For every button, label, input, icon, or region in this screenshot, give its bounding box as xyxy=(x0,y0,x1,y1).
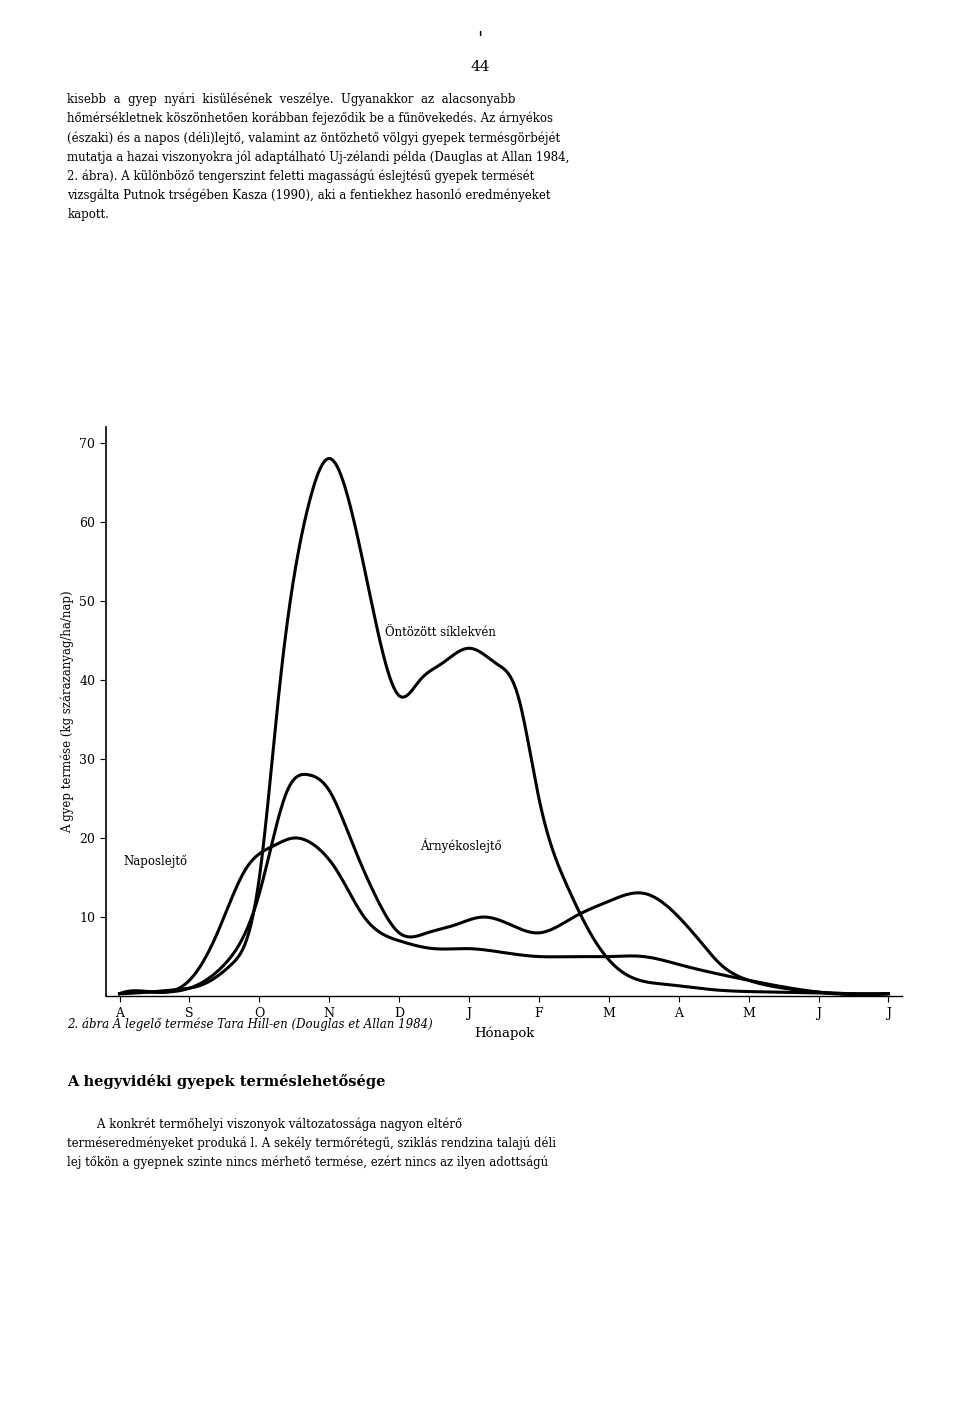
Y-axis label: A gyep termése (kg szárazanyag/ha/nap): A gyep termése (kg szárazanyag/ha/nap) xyxy=(60,591,74,832)
Text: Öntözött síklekvén: Öntözött síklekvén xyxy=(385,626,496,639)
Text: A konkrét termőhelyi viszonyok változatossága nagyon eltérő
terméseredményeket p: A konkrét termőhelyi viszonyok változato… xyxy=(67,1117,556,1170)
Text: A hegyvidéki gyepek terméslehetősége: A hegyvidéki gyepek terméslehetősége xyxy=(67,1074,386,1090)
Text: 2. ábra A legelő termése Tara Hill-en (Douglas et Allan 1984): 2. ábra A legelő termése Tara Hill-en (D… xyxy=(67,1017,433,1030)
Text: Árnyékoslejtő: Árnyékoslejtő xyxy=(420,838,502,854)
Text: kisebb  a  gyep  nyári  kisülésének  veszélye.  Ugyanakkor  az  alacsonyabb
hőmé: kisebb a gyep nyári kisülésének veszélye… xyxy=(67,92,569,221)
Text: 44: 44 xyxy=(470,60,490,74)
Text: Naposlejtő: Naposlejtő xyxy=(123,855,187,868)
Text: ': ' xyxy=(477,31,483,50)
X-axis label: Hónapok: Hónapok xyxy=(474,1026,534,1040)
